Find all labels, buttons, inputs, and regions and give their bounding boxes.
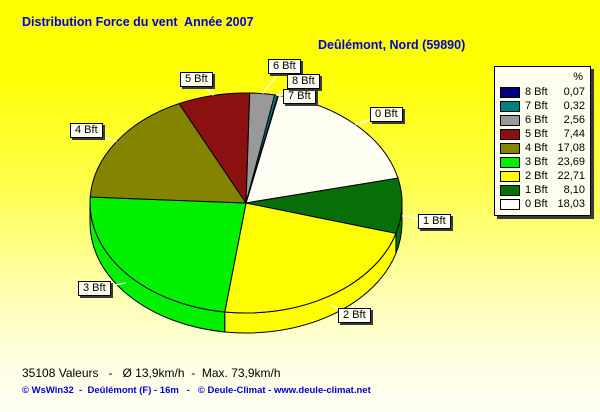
slice-label-7bft: 7 Bft [283, 89, 316, 104]
slice-label-0bft: 0 Bft [370, 107, 403, 122]
legend-color-swatch [500, 100, 520, 112]
station-subtitle: Deûlémont, Nord (59890) [318, 38, 466, 52]
slice-label-8bft: 8 Bft [287, 74, 320, 89]
page-title: Distribution Force du vent Année 2007 [22, 15, 254, 29]
legend-row-3bft: 3 Bft 23,69 [500, 155, 585, 169]
legend-label: 7 Bft [525, 100, 548, 112]
legend-label: 0 Bft [525, 198, 548, 210]
legend-color-swatch [500, 86, 520, 98]
legend-row-6bft: 6 Bft 2,56 [500, 113, 585, 127]
legend-label: 2 Bft [525, 170, 548, 182]
legend-label: 1 Bft [525, 184, 548, 196]
slice-label-5bft: 5 Bft [180, 72, 213, 87]
legend-value: 2,56 [563, 114, 585, 126]
legend-row-7bft: 7 Bft 0,32 [500, 99, 585, 113]
legend-color-swatch [500, 128, 520, 140]
slice-label-4bft: 4 Bft [70, 123, 103, 138]
slice-label-1bft: 1 Bft [418, 214, 451, 229]
credits-line: © WsWin32 - Deûlémont (F) - 16m - © Deul… [22, 385, 371, 396]
legend-value: 0,07 [563, 86, 585, 98]
legend-percent-header: % [573, 71, 583, 83]
legend-row-1bft: 1 Bft 8,10 [500, 183, 585, 197]
legend-color-swatch [500, 198, 520, 210]
legend-label: 3 Bft [525, 156, 548, 168]
legend: % 8 Bft 0,07 7 Bft 0,32 6 Bft 2,56 5 Bft… [494, 66, 591, 216]
legend-value: 17,08 [557, 142, 585, 154]
legend-value: 0,32 [563, 100, 585, 112]
slice-label-3bft: 3 Bft [78, 281, 111, 296]
legend-row-8bft: 8 Bft 0,07 [500, 85, 585, 99]
legend-color-swatch [500, 184, 520, 196]
legend-value: 18,03 [557, 198, 585, 210]
legend-label: 6 Bft [525, 114, 548, 126]
legend-label: 4 Bft [525, 142, 548, 154]
slice-label-2bft: 2 Bft [338, 308, 371, 323]
legend-row-0bft: 0 Bft 18,03 [500, 197, 585, 211]
legend-label: 5 Bft [525, 128, 548, 140]
slice-label-6bft: 6 Bft [268, 59, 301, 74]
legend-value: 22,71 [557, 170, 585, 182]
legend-value: 23,69 [557, 156, 585, 168]
legend-row-2bft: 2 Bft 22,71 [500, 169, 585, 183]
stats-line: 35108 Valeurs - Ø 13,9km/h - Max. 73,9km… [22, 366, 281, 380]
legend-value: 8,10 [563, 184, 585, 196]
legend-value: 7,44 [563, 128, 585, 140]
legend-color-swatch [500, 142, 520, 154]
legend-row-5bft: 5 Bft 7,44 [500, 127, 585, 141]
legend-label: 8 Bft [525, 86, 548, 98]
legend-row-4bft: 4 Bft 17,08 [500, 141, 585, 155]
legend-color-swatch [500, 114, 520, 126]
legend-color-swatch [500, 170, 520, 182]
legend-color-swatch [500, 156, 520, 168]
